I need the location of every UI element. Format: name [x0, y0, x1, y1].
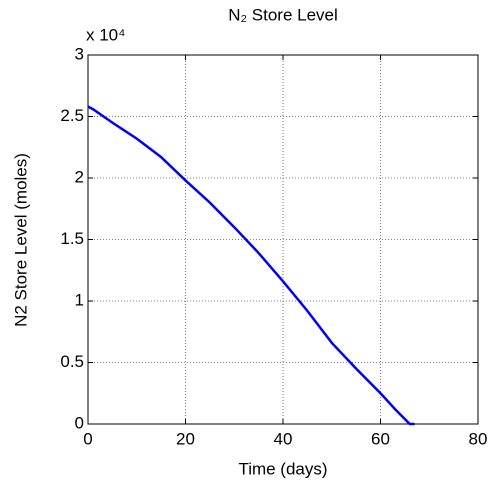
x-tick-label: 80 — [469, 429, 488, 448]
plot-frame — [87, 54, 479, 425]
data-line — [87, 105, 415, 426]
y-tick-label: 2.5 — [60, 106, 84, 125]
y-tick-label: 2 — [75, 167, 84, 186]
x-tick-label: 40 — [274, 429, 293, 448]
y-tick-label: 1.5 — [60, 229, 84, 248]
x-tick-label: 60 — [371, 429, 390, 448]
y-tick-label: 0.5 — [60, 352, 84, 371]
x-axis-label: Time (days) — [238, 459, 327, 478]
y-tick-label: 0 — [75, 413, 84, 432]
y-axis-label: N2 Store Level (moles) — [11, 153, 30, 327]
x-tick-label: 0 — [83, 429, 92, 448]
chart-title: N₂ Store Level — [228, 5, 338, 24]
x-tick-label: 20 — [176, 429, 195, 448]
y-multiplier: x 10⁴ — [86, 25, 125, 44]
y-tick-label: 3 — [75, 44, 84, 63]
y-tick-label: 1 — [75, 290, 84, 309]
